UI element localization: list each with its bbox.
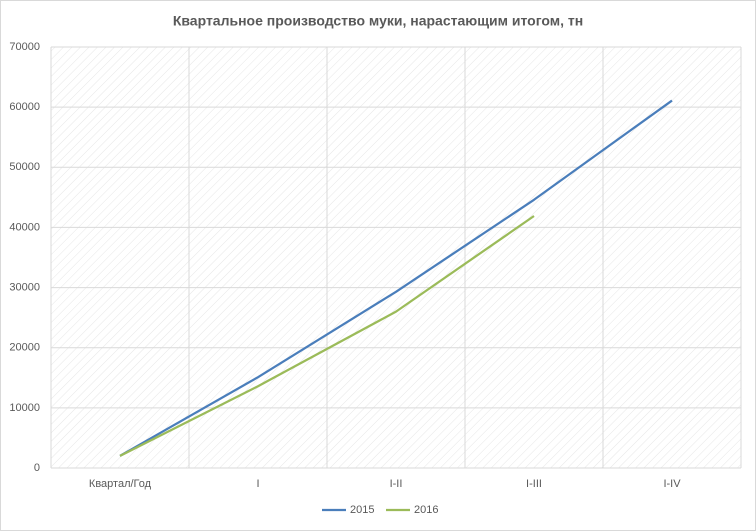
legend-label: 2015 xyxy=(350,504,374,516)
x-tick-label: I-III xyxy=(526,478,542,490)
y-tick-label: 30000 xyxy=(9,281,40,293)
series-line xyxy=(119,215,535,457)
y-tick-label: 0 xyxy=(34,462,40,474)
chart-title: Квартальное производство муки, нарастающ… xyxy=(173,13,583,29)
x-tick-label: Квартал/Год xyxy=(89,478,152,490)
plot-area xyxy=(51,47,741,468)
x-tick-label: I-IV xyxy=(663,478,681,490)
legend-label: 2016 xyxy=(414,504,438,516)
y-tick-label: 20000 xyxy=(9,342,40,354)
x-tick-label: I xyxy=(256,478,259,490)
y-tick-label: 40000 xyxy=(9,221,40,233)
y-tick-label: 60000 xyxy=(9,101,40,113)
y-tick-label: 50000 xyxy=(9,161,40,173)
x-tick-label: I-II xyxy=(390,478,403,490)
series-line xyxy=(119,99,673,457)
y-tick-label: 70000 xyxy=(9,41,40,53)
y-tick-label: 10000 xyxy=(9,402,40,414)
